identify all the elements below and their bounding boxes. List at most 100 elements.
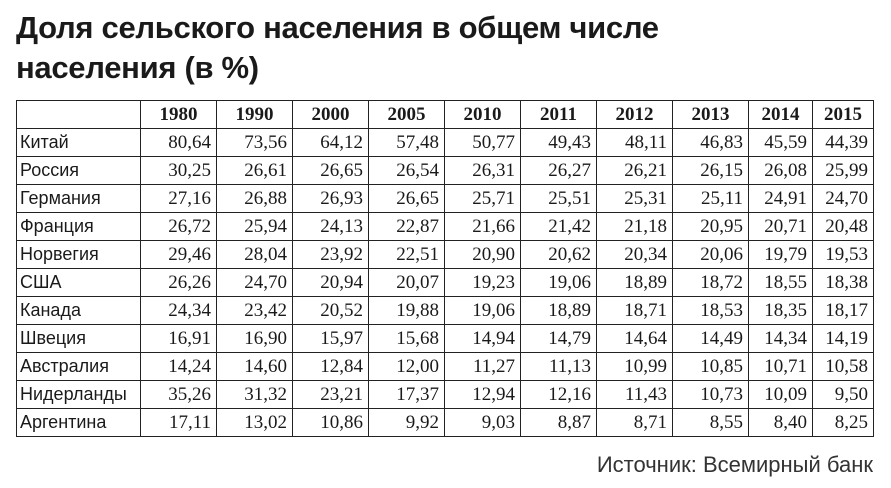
value-cell: 20,34 (596, 240, 673, 269)
country-cell: Австралия (16, 352, 141, 381)
value-cell: 20,07 (368, 268, 445, 297)
value-cell: 25,11 (672, 184, 749, 213)
value-cell: 25,71 (444, 184, 521, 213)
value-cell: 20,06 (672, 240, 749, 269)
value-cell: 24,91 (748, 184, 813, 213)
value-cell: 26,54 (368, 156, 445, 185)
value-cell: 14,49 (672, 324, 749, 353)
value-cell: 14,24 (140, 352, 217, 381)
value-cell: 44,39 (812, 128, 874, 157)
corner-cell (16, 100, 141, 129)
country-cell: Франция (16, 212, 141, 241)
value-cell: 29,46 (140, 240, 217, 269)
value-cell: 14,34 (748, 324, 813, 353)
value-cell: 14,19 (812, 324, 874, 353)
value-cell: 20,48 (812, 212, 874, 241)
value-cell: 11,13 (520, 352, 597, 381)
value-cell: 19,06 (444, 296, 521, 325)
value-cell: 10,86 (292, 408, 369, 437)
country-cell: Китай (16, 128, 141, 157)
table-row: Россия 30,25 26,61 26,65 26,54 26,31 26,27 26,2… (16, 156, 874, 185)
value-cell: 19,53 (812, 240, 874, 269)
value-cell: 10,99 (596, 352, 673, 381)
value-cell: 9,03 (444, 408, 521, 437)
value-cell: 26,15 (672, 156, 749, 185)
value-cell: 80,64 (140, 128, 217, 157)
value-cell: 17,11 (140, 408, 217, 437)
value-cell: 26,72 (140, 212, 217, 241)
value-cell: 12,16 (520, 380, 597, 409)
country-cell: Канада (16, 296, 141, 325)
value-cell: 26,61 (216, 156, 293, 185)
value-cell: 18,89 (596, 268, 673, 297)
column-header: 2015 (812, 100, 874, 129)
value-cell: 46,83 (672, 128, 749, 157)
value-cell: 20,71 (748, 212, 813, 241)
value-cell: 26,21 (596, 156, 673, 185)
country-cell: Швеция (16, 324, 141, 353)
value-cell: 25,51 (520, 184, 597, 213)
value-cell: 28,04 (216, 240, 293, 269)
country-cell: Нидерланды (16, 380, 141, 409)
value-cell: 26,26 (140, 268, 217, 297)
value-cell: 16,90 (216, 324, 293, 353)
table-row: Франция 26,72 25,94 24,13 22,87 21,66 21,42 21,… (16, 212, 874, 241)
value-cell: 14,64 (596, 324, 673, 353)
value-cell: 35,26 (140, 380, 217, 409)
value-cell: 25,99 (812, 156, 874, 185)
value-cell: 23,21 (292, 380, 369, 409)
value-cell: 10,58 (812, 352, 874, 381)
value-cell: 14,94 (444, 324, 521, 353)
value-cell: 23,92 (292, 240, 369, 269)
table-row: Германия 27,16 26,88 26,93 26,65 25,71 25,51 25… (16, 184, 874, 213)
country-cell: Россия (16, 156, 141, 185)
value-cell: 24,70 (812, 184, 874, 213)
value-cell: 20,94 (292, 268, 369, 297)
value-cell: 24,70 (216, 268, 293, 297)
value-cell: 45,59 (748, 128, 813, 157)
value-cell: 14,79 (520, 324, 597, 353)
value-cell: 8,25 (812, 408, 874, 437)
value-cell: 31,32 (216, 380, 293, 409)
column-header: 2000 (292, 100, 369, 129)
value-cell: 10,85 (672, 352, 749, 381)
value-cell: 12,84 (292, 352, 369, 381)
country-cell: США (16, 268, 141, 297)
table-row: Китай 80,64 73,56 64,12 57,48 50,77 49,43 48,11… (16, 128, 874, 157)
value-cell: 18,53 (672, 296, 749, 325)
value-cell: 15,97 (292, 324, 369, 353)
title: населения (в %) (16, 50, 259, 85)
value-cell: 23,42 (216, 296, 293, 325)
column-header: 2014 (748, 100, 813, 129)
value-cell: 27,16 (140, 184, 217, 213)
value-cell: 11,43 (596, 380, 673, 409)
header-row: 1980 1990 2000 2005 2010 2011 2012 2013 2014 2015 (16, 100, 874, 129)
value-cell: 10,71 (748, 352, 813, 381)
value-cell: 22,87 (368, 212, 445, 241)
column-header: 2012 (596, 100, 673, 129)
value-cell: 26,27 (520, 156, 597, 185)
value-cell: 24,13 (292, 212, 369, 241)
value-cell: 12,94 (444, 380, 521, 409)
title: Доля сельского населения в общем числе (16, 10, 659, 45)
value-cell: 17,37 (368, 380, 445, 409)
value-cell: 64,12 (292, 128, 369, 157)
value-cell: 20,90 (444, 240, 521, 269)
value-cell: 11,27 (444, 352, 521, 381)
value-cell: 57,48 (368, 128, 445, 157)
value-cell: 8,71 (596, 408, 673, 437)
value-cell: 19,23 (444, 268, 521, 297)
value-cell: 18,35 (748, 296, 813, 325)
value-cell: 8,55 (672, 408, 749, 437)
table-row: США 26,26 24,70 20,94 20,07 19,23 19,06 18,89 18… (16, 268, 874, 297)
value-cell: 18,71 (596, 296, 673, 325)
table-row: Швеция 16,91 16,90 15,97 15,68 14,94 14,79 14,6… (16, 324, 874, 353)
value-cell: 18,72 (672, 268, 749, 297)
value-cell: 26,31 (444, 156, 521, 185)
country-cell: Аргентина (16, 408, 141, 437)
value-cell: 19,88 (368, 296, 445, 325)
value-cell: 73,56 (216, 128, 293, 157)
value-cell: 20,62 (520, 240, 597, 269)
data-table: 1980 1990 2000 2005 2010 2011 2012 2013 2014 2015… (16, 100, 874, 437)
table-row: Нидерланды 35,26 31,32 23,21 17,37 12,94 12,16… (16, 380, 874, 409)
